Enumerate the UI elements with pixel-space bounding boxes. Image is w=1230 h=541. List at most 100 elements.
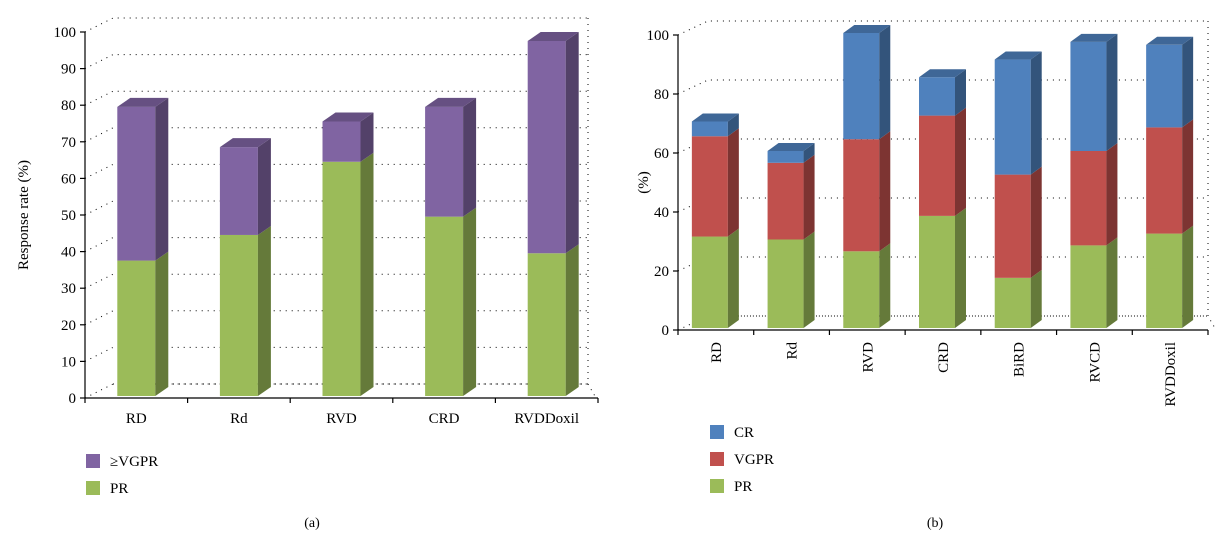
chart-a-bar-rvddoxil-pr-front (527, 253, 566, 396)
chart-a-bar-rvd-pr-front (322, 161, 361, 396)
chart-b-x-tick-label-rd: Rd (785, 342, 801, 360)
chart-b-bar-rd-vgpr (767, 154, 815, 240)
chart-b-bar-rvddoxil-vgpr (1146, 119, 1194, 234)
chart-a-bar-crd-vgpr (425, 97, 477, 217)
chart-a-bar-rd-vgpr-front (219, 147, 258, 235)
chart-a-bar-rd-pr (219, 225, 271, 396)
chart-b-bar-rd-vgpr (691, 128, 739, 237)
chart-b-bar-rd-pr (691, 228, 739, 328)
chart-b-bar-rvd-pr (843, 243, 891, 328)
chart-b-legend-swatch-pr (710, 479, 724, 493)
chart-a: 0 10 20 30 40 50 60 70 80 90 100 Response rate (%) R… (16, 17, 599, 531)
chart-a-bar-rvd-pr-side (360, 152, 374, 396)
chart-a-bar-rd-vgpr-side (257, 138, 271, 235)
chart-b-bar-rvd-cr-front (843, 33, 880, 140)
chart-b-bar-rd-vgpr-front (691, 136, 728, 237)
chart-a-bar-rd-pr-side (257, 225, 271, 396)
chart-b-bar-rd-pr (767, 231, 815, 328)
chart-b-bar-rd-cr-side (727, 113, 739, 137)
chart-b-bar-rvd-pr-front (843, 251, 880, 328)
chart-b-bar-rvd-cr (843, 25, 891, 140)
chart-a-x-tick-label-rvd: RVD (326, 411, 357, 427)
chart-a-bar-crd-pr-front (425, 216, 464, 396)
chart-a-bar-crd-vgpr-side (463, 97, 477, 217)
chart-b-panel-label: (b) (927, 516, 944, 531)
chart-b-bar-rd-pr-front (691, 236, 728, 328)
chart-b-bar-crd-cr-side (955, 69, 966, 116)
chart-b-legend-swatch-cr (710, 425, 724, 439)
chart-a-bar-rd-vgpr-top (117, 97, 169, 107)
chart-b-bar-rd-cr-side (803, 143, 815, 163)
chart-b-bar-crd-vgpr-front (919, 115, 955, 216)
chart-a-bar-rd-pr-front (219, 234, 258, 396)
chart-a-bar-rvd-vgpr-top (322, 112, 374, 122)
chart-b-bar-rvcd-vgpr (1070, 143, 1118, 246)
chart-b-bar-crd-cr-top (919, 69, 966, 78)
chart-b-bar-rd-cr-front (767, 151, 804, 163)
chart-b-bar-rvddoxil-cr-front (1146, 44, 1183, 128)
chart-b-bar-rvcd-cr-top (1070, 33, 1118, 42)
chart-a-bar-rvd-vgpr (322, 112, 374, 162)
chart-a-bar-crd-pr (425, 207, 477, 396)
chart-a-legend-label-pr: PR (110, 481, 128, 497)
chart-b-bar-rvcd-pr (1070, 237, 1118, 328)
chart-a-y-tick-label-80: 80 (61, 98, 76, 114)
chart-a-gridline-100 (84, 17, 588, 33)
chart-b-bar-rvcd-cr (1070, 33, 1118, 151)
chart-b-bar-rvcd-cr-side (1106, 33, 1118, 151)
chart-b-bar-rd-vgpr-side (803, 154, 815, 240)
chart-b-legend-label-pr: PR (734, 479, 752, 495)
chart-b-bar-crd-pr-front (919, 215, 955, 328)
chart-a-x-tick-label-rd: RD (126, 411, 147, 427)
chart-a-panel-label: (a) (304, 516, 320, 531)
chart-b-bar-rd-vgpr-front (767, 162, 804, 240)
chart-b-bar-rvddoxil-pr (1146, 225, 1194, 328)
chart-a-bar-crd-vgpr-front (425, 106, 464, 217)
chart-b-bar-bird-cr-top (994, 51, 1042, 60)
chart-b-bar-bird-pr-front (994, 277, 1031, 328)
chart-a-bar-rvddoxil-vgpr (527, 31, 579, 254)
chart-b-bar-rd-pr-side (803, 231, 815, 328)
chart-a-bar-rd-vgpr (219, 138, 271, 235)
chart-b-bar-rvddoxil-vgpr-front (1146, 127, 1183, 234)
chart-b-bar-rvcd-vgpr-side (1106, 143, 1118, 246)
chart-b-bar-rvddoxil-vgpr-side (1182, 119, 1194, 234)
chart-b-bar-bird-cr-side (1030, 51, 1042, 175)
chart-a-y-tick-label-40: 40 (61, 245, 76, 261)
chart-b-bar-rvd-vgpr (843, 131, 891, 252)
chart-b-bar-bird-vgpr-front (994, 174, 1031, 278)
chart-b-bar-rvcd-vgpr-front (1070, 151, 1107, 246)
chart-a-bar-rd-pr-side (155, 251, 169, 396)
chart-a-bar-rvddoxil-vgpr-front (527, 40, 566, 254)
chart-a-y-tick-label-50: 50 (61, 208, 76, 224)
chart-a-bar-rvd-vgpr-side (360, 112, 374, 162)
chart-a-bar-rvd-vgpr-front (322, 121, 361, 162)
chart-b-x-tick-label-rvddoxil: RVDDoxil (1163, 342, 1179, 407)
chart-a-bar-rvd-pr (322, 152, 374, 396)
chart-a-gridline-90 (84, 54, 588, 70)
chart-a-bar-rd-pr-front (117, 260, 156, 396)
chart-a-y-tick-label-90: 90 (61, 62, 76, 78)
chart-b-bar-bird-pr (994, 269, 1042, 328)
chart-b-bar-rd-vgpr-side (727, 128, 739, 237)
chart-a-y-axis-title: Response rate (%) (16, 160, 32, 270)
chart-a-bar-rvddoxil-vgpr-top (527, 31, 579, 41)
chart-a-grid-edge (587, 18, 597, 399)
chart-b-bar-crd-vgpr-side (955, 107, 966, 216)
chart-a-bar-rd-vgpr (117, 97, 169, 261)
chart-b-x-tick-label-rd: RD (709, 342, 725, 363)
chart-a-bar-crd-vgpr-top (425, 97, 477, 107)
chart-a-y-tick-label-10: 10 (61, 354, 76, 370)
chart-a-bar-rvddoxil-pr-side (565, 244, 579, 396)
chart-b-bar-rvddoxil-cr-side (1182, 36, 1194, 128)
chart-b-x-tick-label-crd: CRD (936, 342, 952, 373)
chart-b-bar-rvd-cr-side (879, 25, 891, 140)
chart-b-bar-rd-cr (767, 143, 815, 163)
chart-b-bar-rd-pr-front (767, 239, 804, 328)
chart-a-y-tick-label-60: 60 (61, 171, 76, 187)
chart-b-y-tick-label-40: 40 (654, 205, 669, 221)
chart-b-bar-rd-cr (691, 113, 739, 137)
chart-b-bar-crd-pr-side (955, 207, 966, 328)
chart-a-bar-rd-vgpr-side (155, 97, 169, 261)
